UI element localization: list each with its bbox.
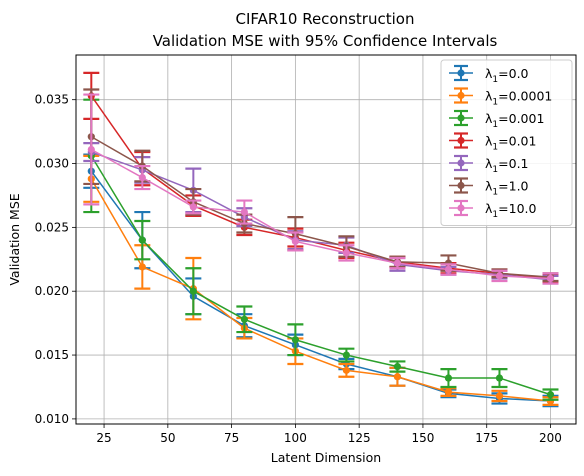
legend-label: λ1=0.1 bbox=[485, 156, 529, 175]
series-line bbox=[90, 155, 551, 396]
data-point bbox=[393, 362, 402, 371]
x-tick-label: 125 bbox=[348, 431, 371, 445]
legend-label: λ1=0.0 bbox=[485, 66, 529, 85]
data-point bbox=[546, 391, 555, 399]
plot-frame bbox=[75, 54, 577, 425]
series-line bbox=[90, 170, 551, 402]
series-line bbox=[90, 178, 551, 402]
series-line bbox=[90, 148, 551, 280]
y-tick-label: 0.015 bbox=[35, 348, 69, 362]
y-tick-label: 0.010 bbox=[35, 412, 69, 426]
data-point bbox=[189, 203, 197, 211]
data-point bbox=[138, 263, 146, 271]
x-tick-label: 50 bbox=[160, 431, 175, 445]
data-point bbox=[87, 145, 95, 154]
data-point bbox=[189, 287, 197, 295]
series-group bbox=[83, 71, 559, 408]
data-point bbox=[342, 351, 351, 359]
x-tick-label: 175 bbox=[475, 431, 498, 445]
legend-entry: λ1=0.1 bbox=[449, 154, 529, 175]
series-line bbox=[90, 136, 551, 278]
data-point bbox=[240, 315, 248, 323]
y-tick-label: 0.030 bbox=[35, 157, 69, 171]
legend-label: λ1=0.0001 bbox=[485, 89, 552, 108]
y-tick-label: 0.035 bbox=[35, 93, 69, 107]
legend-entry: λ1=0.001 bbox=[449, 109, 544, 130]
data-point bbox=[495, 392, 504, 400]
data-point bbox=[546, 274, 555, 283]
data-point bbox=[393, 259, 402, 267]
series-line bbox=[90, 95, 551, 280]
legend-box bbox=[440, 59, 573, 226]
legend-label: λ1=10.0 bbox=[485, 201, 536, 220]
chart-title-line-2: Validation MSE with 95% Confidence Inter… bbox=[153, 32, 498, 50]
data-point bbox=[495, 374, 504, 382]
legend-entry: λ1=10.0 bbox=[449, 199, 536, 220]
data-point bbox=[495, 272, 504, 280]
legend-entry: λ1=0.01 bbox=[449, 132, 536, 153]
legend: λ1=0.0 λ1=0.0001 λ1=0.001 λ1=0.01 λ1=0.1 λ1=1… bbox=[440, 59, 573, 226]
legend-entry: λ1=1.0 bbox=[449, 177, 529, 198]
x-tick-label: 75 bbox=[224, 431, 239, 445]
legend-entry: λ1=0.0001 bbox=[449, 87, 552, 108]
data-point bbox=[138, 173, 146, 182]
data-point bbox=[342, 249, 351, 257]
data-point bbox=[444, 265, 453, 274]
series-6 bbox=[83, 93, 559, 285]
legend-entry: λ1=0.0 bbox=[449, 64, 529, 85]
legend-label: λ1=0.01 bbox=[485, 134, 536, 153]
x-tick-label: 200 bbox=[539, 431, 562, 445]
x-tick-label: 100 bbox=[284, 431, 307, 445]
chart-title-line-1: CIFAR10 Reconstruction bbox=[236, 10, 415, 28]
y-axis: 0.010 0.015 0.020 0.025 0.030 0.035 bbox=[35, 93, 76, 426]
y-tick-label: 0.020 bbox=[35, 284, 69, 298]
legend-label: λ1=1.0 bbox=[485, 179, 529, 198]
x-tick-label: 25 bbox=[96, 431, 111, 445]
x-axis: 25 50 75 100 125 150 175 200 bbox=[96, 424, 562, 445]
data-point bbox=[393, 373, 402, 381]
x-axis-label: Latent Dimension bbox=[271, 450, 381, 465]
data-point bbox=[138, 236, 146, 244]
data-point bbox=[444, 374, 453, 382]
data-point bbox=[240, 208, 248, 216]
data-point bbox=[444, 388, 453, 396]
data-point bbox=[342, 366, 351, 374]
y-tick-label: 0.025 bbox=[35, 220, 69, 234]
data-point bbox=[291, 336, 299, 344]
data-point bbox=[291, 237, 299, 246]
x-tick-label: 150 bbox=[411, 431, 434, 445]
legend-label: λ1=0.001 bbox=[485, 111, 544, 130]
y-axis-label: Validation MSE bbox=[7, 193, 22, 285]
